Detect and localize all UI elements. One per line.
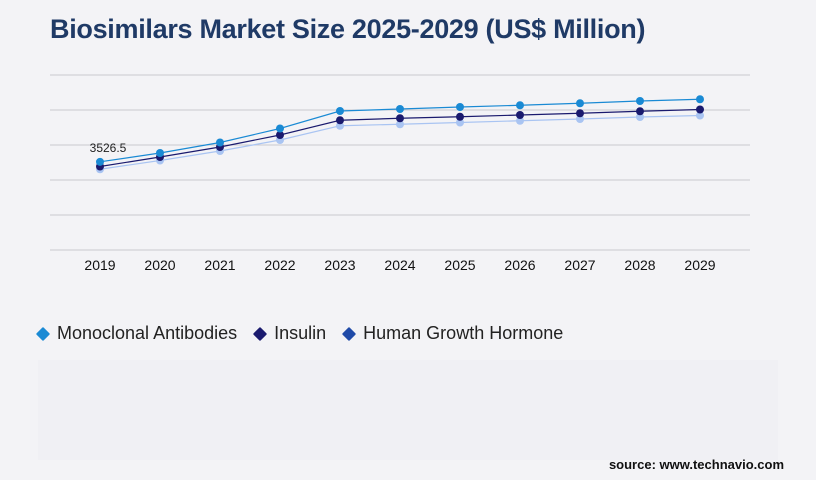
legend-marker-icon xyxy=(253,326,268,341)
data-label: 3526.5 xyxy=(90,141,127,155)
chart-title: Biosimilars Market Size 2025-2029 (US$ M… xyxy=(50,14,646,44)
legend-marker-icon xyxy=(35,326,51,341)
legend-marker-icon xyxy=(342,326,357,341)
x-tick-label: 2019 xyxy=(84,257,115,273)
data-point xyxy=(156,149,164,157)
bottom-panel xyxy=(38,360,778,460)
x-tick-label: 2025 xyxy=(444,257,475,273)
data-point xyxy=(396,120,404,129)
line-chart: 2019 2020 2021 2022 2023 2024 2025 2026 2027 2028… xyxy=(50,74,750,273)
data-point xyxy=(276,131,284,139)
legend-label: Insulin xyxy=(274,323,327,343)
data-point xyxy=(696,95,704,104)
legend-item-insulin[interactable]: Insulin xyxy=(253,323,327,344)
data-point xyxy=(516,111,524,119)
x-tick-label: 2027 xyxy=(564,257,595,273)
data-point xyxy=(516,101,524,110)
data-point xyxy=(456,118,464,127)
data-point xyxy=(636,97,644,105)
data-point xyxy=(576,109,584,118)
legend-label: Human Growth Hormone xyxy=(363,323,564,343)
legend-label: Monoclonal Antibodies xyxy=(57,323,238,343)
data-point xyxy=(96,157,104,166)
data-point xyxy=(216,138,224,147)
data-point xyxy=(336,121,344,130)
x-tick-label: 2029 xyxy=(684,257,715,273)
legend-item-human-growth-hormone[interactable]: Human Growth Hormone xyxy=(342,323,564,344)
data-point xyxy=(396,105,404,113)
data-point xyxy=(276,124,284,133)
data-point xyxy=(636,113,644,121)
data-point xyxy=(696,111,704,120)
data-point xyxy=(456,103,464,111)
source-credit: source: www.technavio.com xyxy=(608,457,784,472)
x-tick-label: 2020 xyxy=(144,257,175,273)
x-tick-label: 2028 xyxy=(624,257,655,273)
data-point xyxy=(576,115,584,123)
x-tick-label: 2024 xyxy=(384,257,415,273)
data-point xyxy=(696,105,704,114)
data-point xyxy=(336,116,344,125)
data-point xyxy=(576,99,584,108)
x-tick-label: 2023 xyxy=(324,257,355,273)
data-point xyxy=(456,112,464,121)
data-point xyxy=(636,107,644,116)
x-tick-label: 2026 xyxy=(504,257,535,273)
chart-legend: Monoclonal Antibodies Insulin Human Grow… xyxy=(35,323,581,344)
data-point xyxy=(336,107,344,115)
x-tick-label: 2022 xyxy=(264,257,295,273)
legend-item-monoclonal-antibodies[interactable]: Monoclonal Antibodies xyxy=(35,323,238,344)
data-point xyxy=(516,116,524,125)
data-point xyxy=(396,114,404,123)
x-tick-label: 2021 xyxy=(204,257,235,273)
